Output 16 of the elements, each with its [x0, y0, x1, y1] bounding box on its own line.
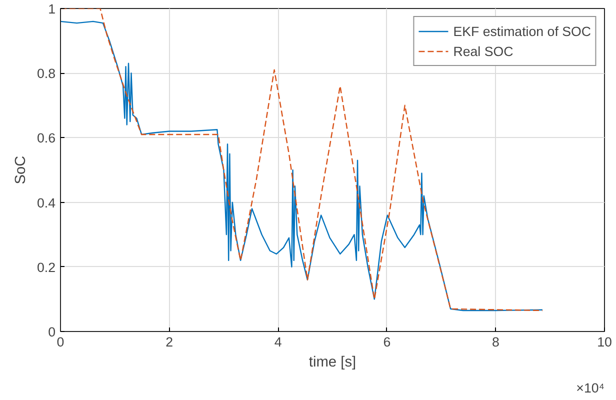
y-tick-label: 0 [48, 324, 56, 340]
x-tick-label: 6 [383, 334, 391, 350]
x-tick-label: 2 [166, 334, 174, 350]
y-tick-label: 0.2 [36, 260, 56, 275]
x-tick-label: 10 [597, 334, 612, 350]
legend-label: EKF estimation of SOC [453, 24, 591, 38]
legend-label: Real SOC [453, 44, 514, 58]
x-tick-label: 4 [274, 334, 282, 350]
text: ×10⁴ [576, 380, 605, 396]
y-tick-label: 0.6 [36, 130, 56, 146]
y-tick-label: 0.8 [36, 66, 56, 82]
y-tick-label: 0.4 [36, 195, 56, 210]
y-axis-title: SoC [12, 155, 29, 184]
x-tick-label: 8 [492, 334, 500, 350]
x-axis-title: time [s] [308, 354, 356, 370]
y-tick-label: 1 [48, 2, 56, 16]
